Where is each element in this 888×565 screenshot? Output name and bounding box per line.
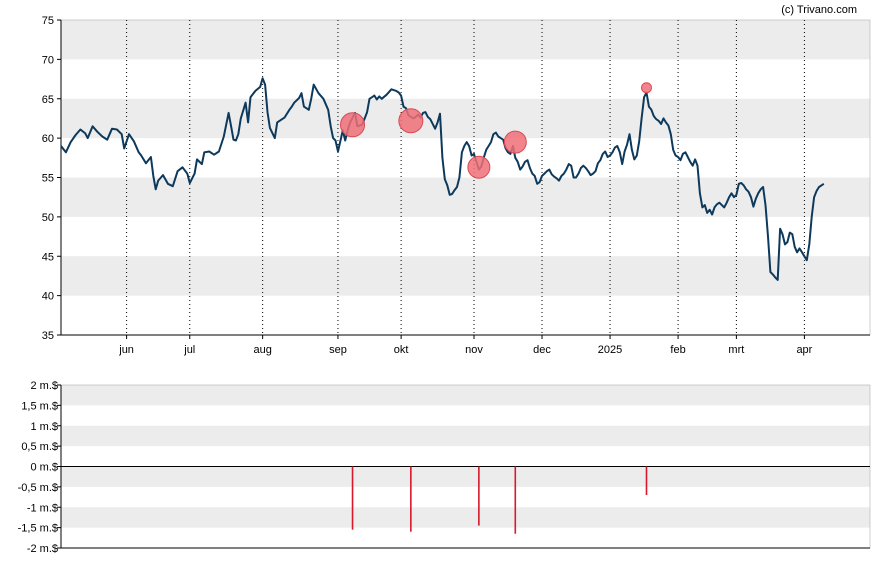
date-x-tick-label: jun <box>118 344 134 356</box>
transaction-markers <box>340 82 652 179</box>
volume-panel-bands <box>60 384 871 549</box>
volume-y-tick-label: 1,5 m.$ <box>21 400 58 412</box>
transaction-marker <box>467 155 491 179</box>
volume-y-axis: 2 m.$ 1,5 m.$ 1 m.$ 0,5 m.$ 0 m.$ -0,5 m.$ -1 … <box>18 380 870 555</box>
price-y-tick-label: 50 <box>42 212 54 224</box>
date-x-tick-label: aug <box>253 344 271 356</box>
credit-label: (c) Trivano.com <box>781 4 857 16</box>
price-y-tick-label: 65 <box>42 94 54 106</box>
price-y-axis: 35 40 45 50 55 60 65 70 75 <box>42 15 62 342</box>
price-series <box>60 77 825 281</box>
volume-y-tick-label: -1,5 m.$ <box>18 523 58 535</box>
price-y-tick-label: 40 <box>42 291 54 303</box>
transaction-bars <box>351 466 648 534</box>
date-x-tick-label: sep <box>329 344 347 356</box>
price-y-tick-label: 45 <box>42 251 54 263</box>
date-x-tick-label: nov <box>465 344 483 356</box>
volume-y-tick-label: -2 m.$ <box>27 543 58 555</box>
transaction-marker <box>503 130 527 154</box>
date-x-tick-label: feb <box>670 344 685 356</box>
volume-y-tick-label: -0,5 m.$ <box>18 482 58 494</box>
date-x-tick-label: mrt <box>728 344 744 356</box>
price-y-tick-label: 60 <box>42 133 54 145</box>
date-x-tick-label: 2025 <box>598 344 622 356</box>
price-band <box>61 20 870 60</box>
date-x-tick-label: jul <box>183 344 195 356</box>
price-band <box>61 177 870 217</box>
transaction-marker <box>640 82 652 94</box>
price-panel-gridlines <box>126 20 805 335</box>
volume-band <box>61 466 870 487</box>
price-y-tick-label: 75 <box>42 15 54 27</box>
volume-band <box>61 385 870 406</box>
volume-band <box>61 425 870 447</box>
volume-band <box>61 507 870 528</box>
volume-y-tick-label: 1 m.$ <box>30 421 58 433</box>
price-panel-bands <box>60 19 871 336</box>
volume-y-tick-label: 0 m.$ <box>30 462 58 474</box>
transaction-marker <box>340 112 366 138</box>
price-line <box>60 77 825 281</box>
date-x-tick-label: dec <box>533 344 551 356</box>
price-band <box>61 98 870 139</box>
transaction-marker <box>398 108 424 134</box>
volume-y-tick-label: 2 m.$ <box>30 380 58 392</box>
date-x-axis: jun jul aug sep okt nov dec 2025 feb mrt apr <box>61 334 870 356</box>
price-y-tick-label: 35 <box>42 330 54 342</box>
volume-y-tick-label: -1 m.$ <box>27 502 58 514</box>
date-x-tick-label: apr <box>796 344 812 356</box>
price-y-tick-label: 55 <box>42 173 54 185</box>
price-y-tick-label: 70 <box>42 54 54 66</box>
price-band <box>61 256 870 296</box>
date-x-tick-label: okt <box>394 344 409 356</box>
volume-y-tick-label: 0,5 m.$ <box>21 441 58 453</box>
